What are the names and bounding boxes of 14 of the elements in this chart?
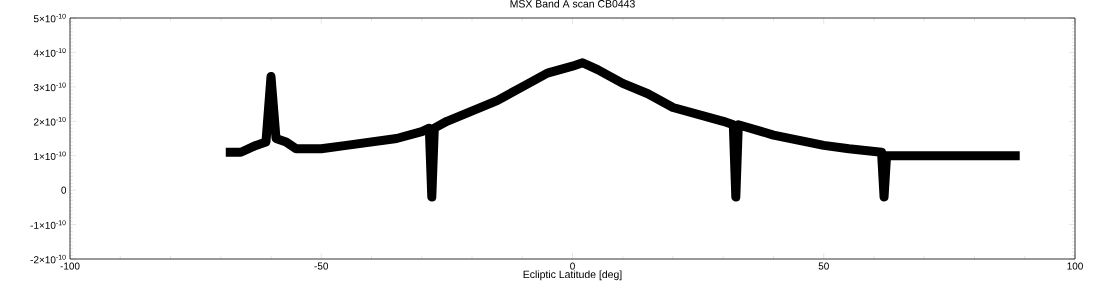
- y-tick-label: 2×10$^{-10}$: [33, 117, 66, 126]
- y-tick-label: -1×10$^{-10}$: [30, 220, 66, 229]
- x-tick-label: 0: [570, 262, 575, 270]
- y-tick-label: 0: [61, 186, 67, 194]
- y-tick-label: 1×10$^{-10}$: [34, 151, 66, 160]
- y-tick-label: 3×10$^{-10}$: [33, 82, 66, 92]
- x-tick-label: 100: [1067, 262, 1083, 270]
- chart-title: MSX Band A scan CB0443: [510, 0, 635, 8]
- x-tick-label: -50: [314, 262, 329, 270]
- x-axis-title: Ecliptic Latitude [deg]: [523, 270, 622, 281]
- x-tick-label: -100: [60, 262, 80, 270]
- y-tick-label: 5×10$^{-10}$: [33, 13, 66, 23]
- x-tick-label: 50: [818, 262, 829, 270]
- y-tick-label: 4×10$^{-10}$: [33, 48, 66, 57]
